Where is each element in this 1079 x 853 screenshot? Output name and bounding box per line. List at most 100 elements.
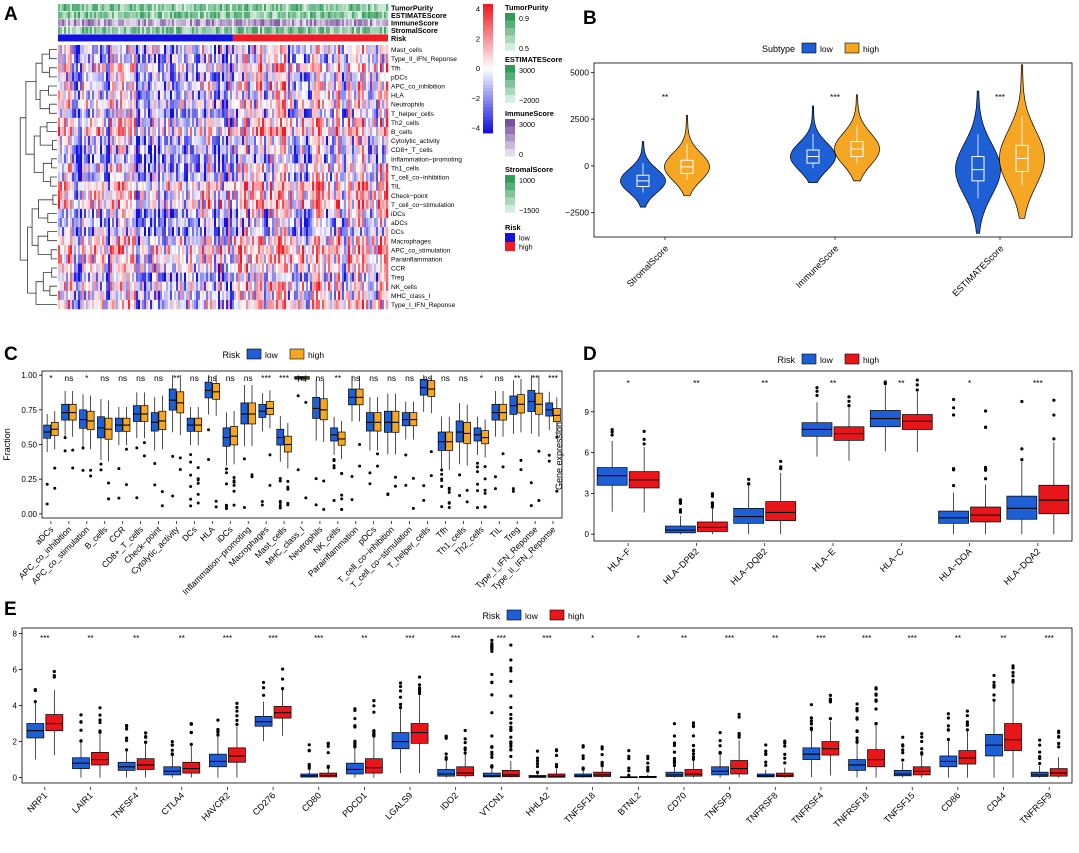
heatmap-cell [166,136,169,146]
heatmap-cell [202,99,205,109]
heatmap-cell [198,263,201,273]
heatmap-cell [240,99,243,109]
heatmap-cell [224,172,227,182]
heatmap-cell [180,236,183,246]
heatmap-cell [172,190,175,201]
heatmap-cell [70,81,73,91]
heatmap-cell [128,190,131,201]
heatmap-cell [298,236,301,246]
heatmap-cell [260,136,263,146]
heatmap-cell [336,199,339,210]
heatmap-cell [280,254,283,264]
heatmap-cell [216,136,219,146]
heatmap-cell [316,254,319,264]
heatmap-cell [296,245,299,255]
heatmap-cell [170,190,173,201]
heatmap-cell [154,145,157,155]
heatmap-cell [314,236,317,246]
annotation-cell [100,19,103,27]
heatmap-cell [318,136,321,146]
heatmap-cell [306,136,309,146]
heatmap-cell [88,154,91,164]
heatmap-cell [368,108,371,119]
heatmap-cell [276,45,279,55]
heatmap-cell [130,108,133,119]
annotation-cell [254,11,257,19]
heatmap-cell [198,108,201,119]
heatmap-cell [308,126,311,137]
heatmap-cell [104,190,107,201]
heatmap-cell [322,136,325,146]
heatmap-cell [240,227,243,237]
heatmap-cell [74,163,77,173]
heatmap-cell [228,208,231,219]
heatmap-cell [142,181,145,191]
heatmap-cell [192,236,195,246]
heatmap-cell [186,263,189,273]
heatmap-cell [374,45,377,55]
heatmap-cell [290,63,293,73]
heatmap-cell [372,227,375,237]
heatmap-cell [248,208,251,219]
heatmap-cell [320,45,323,55]
heatmap-cell [136,145,139,155]
heatmap-cell [222,54,225,64]
heatmap-cell [302,181,305,191]
heatmap-cell [308,108,311,119]
heatmap-cell [66,227,69,237]
heatmap-cell [302,45,305,55]
heatmap-cell [292,227,295,237]
heatmap-cell [176,145,179,155]
heatmap-cell [228,54,231,64]
heatmap-cell [262,199,265,210]
heatmap-cell [318,145,321,155]
heatmap-cell [242,72,245,82]
heatmap-cell [364,199,367,210]
heatmap-cell [228,263,231,273]
heatmap-cell [178,181,181,191]
heatmap-cell [168,199,171,210]
heatmap-cell [178,90,181,100]
heatmap-cell [230,108,233,119]
heatmap-cell [362,172,365,182]
heatmap-cell [316,272,319,282]
heatmap-cell [346,81,349,91]
annotation-cell [174,26,177,34]
heatmap-cell [380,126,383,137]
heatmap-cell [64,54,67,64]
heatmap-cell [140,199,143,210]
heatmap-cell [92,54,95,64]
heatmap-cell [144,190,147,201]
heatmap-cell [262,272,265,282]
annotation-cell [182,19,185,27]
heatmap-cell [330,154,333,164]
heatmap-cell [216,190,219,201]
heatmap-cell [314,54,317,64]
heatmap-cell [274,254,277,264]
heatmap-cell [148,81,151,91]
heatmap-cell [86,99,89,109]
heatmap-cell [306,108,309,119]
heatmap-cell [262,163,265,173]
heatmap-cell [238,217,241,228]
heatmap-cell [148,163,151,173]
heatmap-cell [380,63,383,73]
heatmap-cell [370,108,373,119]
heatmap-cell [128,117,131,128]
heatmap-cell [64,263,67,273]
heatmap-cell [292,54,295,64]
annotation-cell [178,26,181,34]
heatmap-cell [220,145,223,155]
heatmap-cell [282,99,285,109]
heatmap-cell [156,145,159,155]
heatmap-cell [92,208,95,219]
heatmap-cell [60,136,63,146]
heatmap-cell [310,208,313,219]
heatmap-cell [306,117,309,128]
heatmap-cell [206,199,209,210]
heatmap-cell [348,254,351,264]
annotation-cell [336,19,339,27]
heatmap-cell [348,208,351,219]
heatmap-cell [70,217,73,228]
heatmap-cell [306,145,309,155]
